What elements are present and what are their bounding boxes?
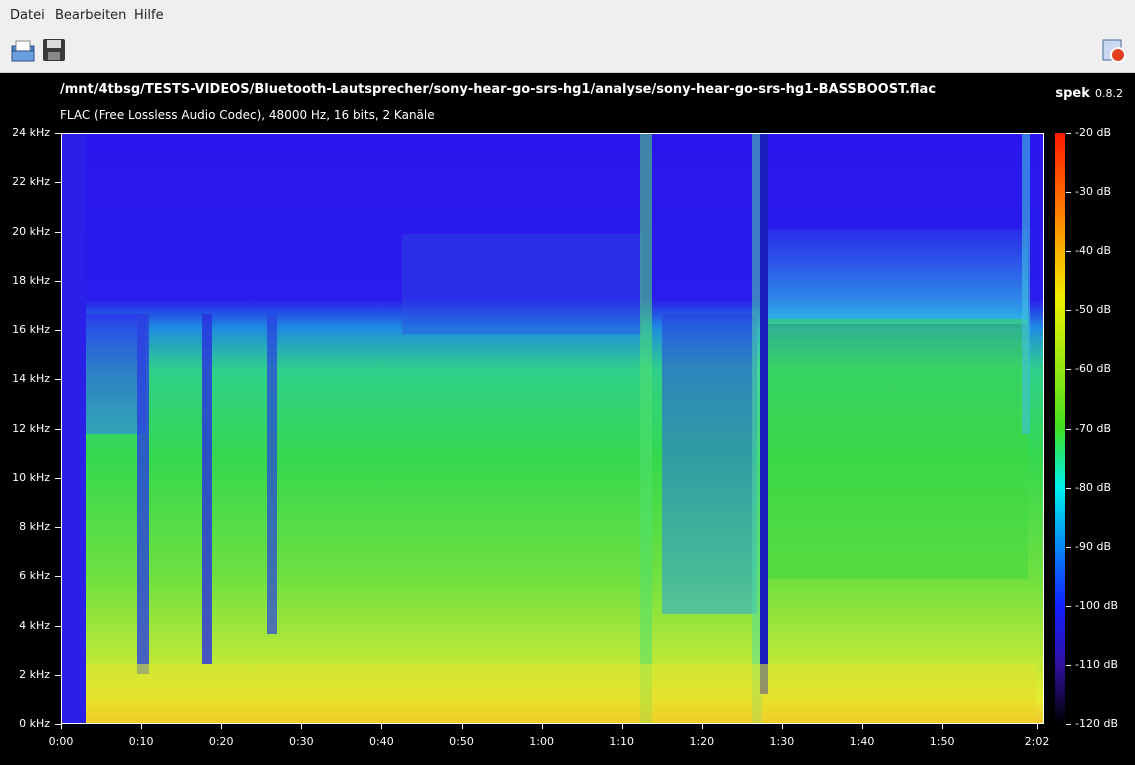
- level-label: -70 dB: [1075, 421, 1111, 435]
- tick: [541, 724, 543, 729]
- tick: [1037, 724, 1038, 729]
- tick: [301, 724, 303, 729]
- tick: [55, 330, 61, 331]
- level-label: -40 dB: [1075, 244, 1111, 258]
- color-scale: [1055, 133, 1065, 724]
- time-label: 1:50: [929, 735, 955, 748]
- spectrogram: [61, 133, 1044, 724]
- file-path: /mnt/4tbsg/TESTS-VIDEOS/Bluetooth-Lautsp…: [60, 82, 937, 97]
- file-info: FLAC (Free Lossless Audio Codec), 48000 …: [60, 108, 435, 122]
- frequency-label: 12 kHz: [12, 421, 50, 435]
- tick: [55, 182, 61, 184]
- tick: [55, 428, 61, 430]
- level-label: -50 dB: [1075, 303, 1111, 317]
- tick: [1066, 664, 1071, 666]
- level-label: -20 dB: [1075, 126, 1111, 139]
- frequency-label: 6 kHz: [19, 569, 50, 583]
- app-label: spek 0.8.2: [1055, 82, 1123, 101]
- tick: [1066, 546, 1071, 548]
- frequency-label: 8 kHz: [19, 520, 50, 533]
- tick: [55, 724, 61, 725]
- tick: [55, 576, 61, 578]
- tick: [1066, 192, 1071, 194]
- frequency-label: 2 kHz: [19, 667, 50, 681]
- tick: [55, 674, 61, 676]
- tick: [1066, 310, 1071, 312]
- tick: [1066, 428, 1071, 430]
- frequency-label: 10 kHz: [12, 470, 50, 484]
- tick: [1066, 487, 1071, 489]
- menu-item[interactable]: Hilfe: [134, 8, 164, 23]
- frequency-label: 24 kHz: [12, 126, 50, 139]
- frequency-label: 18 kHz: [12, 273, 50, 287]
- tick: [141, 724, 143, 729]
- tick: [1066, 251, 1071, 253]
- tick: [1066, 724, 1071, 725]
- menu-item[interactable]: Bearbeiten: [55, 8, 127, 23]
- tick: [55, 527, 61, 528]
- open-button[interactable]: [10, 38, 36, 64]
- time-label: 1:10: [609, 735, 635, 748]
- spectrogram-view: /mnt/4tbsg/TESTS-VIDEOS/Bluetooth-Lautsp…: [0, 73, 1135, 765]
- level-label: -60 dB: [1075, 362, 1111, 376]
- level-label: -30 dB: [1075, 185, 1111, 199]
- tick: [942, 724, 944, 729]
- frequency-label: 14 kHz: [12, 372, 50, 386]
- tick: [461, 724, 463, 729]
- tick: [55, 280, 61, 282]
- save-button[interactable]: [42, 38, 66, 62]
- time-label: 0:10: [128, 735, 154, 748]
- tick: [55, 625, 61, 627]
- app-version: 0.8.2: [1095, 87, 1123, 100]
- frequency-label: 0 kHz: [19, 717, 50, 730]
- time-label: 1:20: [689, 735, 715, 748]
- frequency-label: 20 kHz: [12, 224, 50, 238]
- time-label: 0:50: [449, 735, 474, 748]
- tick: [381, 724, 383, 729]
- time-label: 0:30: [288, 735, 314, 748]
- tick: [55, 133, 61, 134]
- time-label: 2:02: [1024, 735, 1050, 748]
- tick: [55, 477, 61, 479]
- tick: [781, 724, 783, 729]
- app-name: spek: [1055, 86, 1090, 101]
- tick: [221, 724, 223, 729]
- menu-item[interactable]: Datei: [10, 8, 45, 23]
- menu-bar: Datei Bearbeiten Hilfe: [0, 0, 1135, 30]
- level-label: -120 dB: [1075, 717, 1118, 730]
- time-label: 0:20: [208, 735, 234, 748]
- level-label: -100 dB: [1075, 598, 1118, 612]
- level-label: -110 dB: [1075, 657, 1118, 671]
- frequency-label: 22 kHz: [12, 175, 50, 189]
- tick: [55, 231, 61, 233]
- frequency-label: 4 kHz: [19, 618, 50, 632]
- tick: [61, 724, 62, 729]
- tick: [1066, 369, 1071, 371]
- about-button[interactable]: [1101, 38, 1127, 64]
- time-label: 1:40: [849, 735, 875, 748]
- tick: [55, 379, 61, 381]
- level-label: -90 dB: [1075, 539, 1111, 553]
- time-label: 0:00: [48, 735, 74, 748]
- time-label: 1:30: [769, 735, 795, 748]
- tick: [862, 724, 863, 729]
- tick: [621, 724, 623, 729]
- toolbar: [0, 30, 1135, 73]
- tick: [701, 724, 703, 729]
- frequency-label: 16 kHz: [12, 323, 50, 336]
- time-label: 1:00: [529, 735, 554, 748]
- time-label: 0:40: [369, 735, 394, 748]
- tick: [1066, 605, 1071, 607]
- level-label: -80 dB: [1075, 480, 1111, 494]
- tick: [1066, 133, 1071, 134]
